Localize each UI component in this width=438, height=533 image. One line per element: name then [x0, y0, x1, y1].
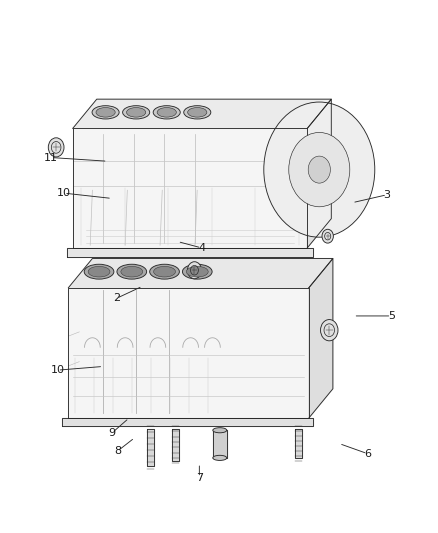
Polygon shape — [309, 259, 333, 418]
Ellipse shape — [123, 106, 150, 119]
Circle shape — [322, 229, 333, 243]
Ellipse shape — [187, 108, 207, 117]
Ellipse shape — [153, 106, 180, 119]
Circle shape — [264, 102, 375, 237]
Polygon shape — [147, 429, 153, 466]
Ellipse shape — [184, 106, 211, 119]
Circle shape — [187, 262, 201, 279]
Text: 7: 7 — [196, 473, 203, 482]
Polygon shape — [68, 288, 309, 418]
Text: 6: 6 — [364, 449, 371, 458]
Circle shape — [308, 156, 330, 183]
Text: 10: 10 — [57, 188, 71, 198]
Polygon shape — [295, 429, 302, 458]
Text: 9: 9 — [109, 428, 116, 438]
Polygon shape — [73, 128, 307, 248]
Circle shape — [48, 138, 64, 157]
Polygon shape — [62, 418, 313, 426]
Polygon shape — [172, 429, 179, 461]
Ellipse shape — [213, 455, 227, 461]
Polygon shape — [68, 259, 333, 288]
Ellipse shape — [154, 266, 176, 277]
Ellipse shape — [150, 264, 180, 279]
Ellipse shape — [157, 108, 177, 117]
Ellipse shape — [183, 264, 212, 279]
Circle shape — [321, 320, 338, 341]
Ellipse shape — [117, 264, 147, 279]
Ellipse shape — [92, 106, 119, 119]
Text: 2: 2 — [113, 293, 120, 303]
Polygon shape — [213, 430, 227, 458]
Text: 3: 3 — [384, 190, 391, 200]
Circle shape — [289, 133, 350, 207]
Polygon shape — [67, 248, 313, 257]
Ellipse shape — [127, 108, 146, 117]
Text: 4: 4 — [198, 243, 205, 253]
Ellipse shape — [213, 427, 227, 433]
Ellipse shape — [84, 264, 114, 279]
Polygon shape — [73, 99, 331, 128]
Polygon shape — [307, 99, 331, 248]
Ellipse shape — [121, 266, 143, 277]
Text: 8: 8 — [114, 446, 121, 456]
Ellipse shape — [88, 266, 110, 277]
Ellipse shape — [186, 266, 208, 277]
Ellipse shape — [96, 108, 115, 117]
Text: 5: 5 — [388, 311, 395, 321]
Text: 11: 11 — [44, 152, 58, 163]
Text: 10: 10 — [50, 365, 64, 375]
